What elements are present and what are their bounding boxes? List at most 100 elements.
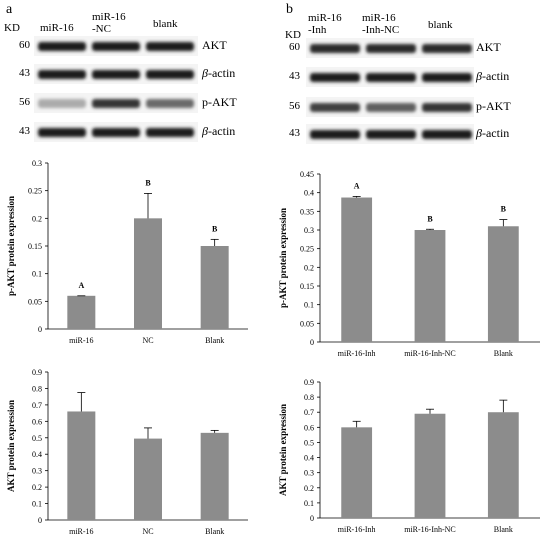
protein-label: AKT bbox=[202, 38, 227, 52]
y-tick-label: 0.4 bbox=[304, 189, 314, 198]
y-tick-label: 0 bbox=[38, 516, 42, 525]
y-tick-label: 0.2 bbox=[32, 483, 42, 492]
blot-band bbox=[38, 99, 86, 108]
x-tick-label: miR-16-Inh bbox=[338, 349, 376, 358]
panel-a-kd-label: KD bbox=[4, 22, 20, 34]
molecular-weight-label: 60 bbox=[19, 39, 30, 51]
blot-band bbox=[422, 103, 472, 112]
protein-label: β-actin bbox=[202, 66, 236, 80]
molecular-weight-label: 56 bbox=[289, 100, 300, 112]
significance-label: B bbox=[427, 214, 433, 223]
significance-label: A bbox=[354, 181, 360, 190]
chart-b-akt: 0 0.1 0.2 0.3 0.4 0.5 0.6 0.7 0.8 0.9 AKT protein … bbox=[278, 378, 540, 534]
blot-band bbox=[92, 70, 140, 79]
blot-band bbox=[146, 70, 194, 79]
blot-band bbox=[422, 44, 472, 53]
y-tick-label: 0.6 bbox=[304, 423, 314, 432]
blot-band bbox=[146, 128, 194, 137]
molecular-weight-label: 43 bbox=[289, 127, 300, 139]
blot-band bbox=[310, 73, 360, 82]
bar bbox=[67, 295, 96, 329]
y-axis-label: AKT protein expression bbox=[6, 400, 16, 492]
blot-band bbox=[366, 130, 416, 139]
protein-label: p-AKT bbox=[202, 95, 237, 109]
bar bbox=[67, 411, 96, 520]
panel-a-letter: a bbox=[6, 2, 13, 17]
bar bbox=[341, 427, 373, 518]
blot-band bbox=[146, 42, 194, 51]
blot-band bbox=[422, 130, 472, 139]
y-tick-label: 0.15 bbox=[300, 282, 314, 291]
x-tick-label: Blank bbox=[494, 525, 513, 534]
y-tick-label: 0.35 bbox=[300, 207, 314, 216]
blot-band bbox=[422, 73, 472, 82]
panel-a-lane-2: miR-16 -NC bbox=[92, 11, 126, 35]
x-tick-label: NC bbox=[142, 336, 153, 345]
blot-band bbox=[366, 44, 416, 53]
bar bbox=[134, 438, 162, 520]
protein-label: AKT bbox=[476, 40, 501, 54]
y-tick-label: 0.3 bbox=[32, 159, 42, 168]
panel-b-blot-image bbox=[306, 38, 474, 144]
panel-b-lane-1: miR-16 -Inh bbox=[308, 12, 342, 36]
bar bbox=[341, 197, 373, 342]
y-tick-label: 0.3 bbox=[32, 467, 42, 476]
blot-band bbox=[146, 99, 194, 108]
y-tick-label: 0.25 bbox=[28, 187, 42, 196]
y-tick-label: 0.5 bbox=[304, 438, 314, 447]
blot-band bbox=[310, 103, 360, 112]
x-tick-label: miR-16-Inh bbox=[338, 525, 376, 534]
significance-label: B bbox=[501, 205, 507, 214]
y-tick-label: 0.3 bbox=[304, 226, 314, 235]
protein-label: β-actin bbox=[202, 124, 236, 138]
y-axis-label: p-AKT protein expression bbox=[6, 196, 16, 296]
chart-a-akt: 0 0.1 0.2 0.3 0.4 0.5 0.6 0.7 0.8 0.9 AKT protein … bbox=[6, 368, 248, 536]
significance-label: B bbox=[212, 224, 218, 233]
y-tick-label: 0.05 bbox=[300, 319, 314, 328]
bar bbox=[414, 230, 446, 342]
y-tick-label: 0.7 bbox=[32, 401, 42, 410]
blot-band bbox=[92, 128, 140, 137]
panel-b-lane-3: blank bbox=[428, 19, 453, 31]
protein-label: p-AKT bbox=[476, 99, 511, 113]
x-tick-label: Blank bbox=[205, 336, 224, 345]
y-tick-label: 0.9 bbox=[304, 378, 314, 387]
molecular-weight-label: 60 bbox=[289, 41, 300, 53]
panel-b-lane-2: miR-16 -Inh-NC bbox=[362, 12, 400, 36]
y-tick-label: 0.05 bbox=[28, 297, 42, 306]
y-tick-label: 0 bbox=[310, 514, 314, 523]
x-tick-label: Blank bbox=[205, 527, 224, 536]
molecular-weight-label: 43 bbox=[19, 125, 30, 137]
bar bbox=[200, 432, 229, 520]
bar bbox=[200, 246, 229, 329]
x-tick-label: miR-16 bbox=[69, 527, 93, 536]
y-tick-label: 0 bbox=[310, 338, 314, 347]
y-tick-label: 0.25 bbox=[300, 245, 314, 254]
blot-band bbox=[92, 99, 140, 108]
y-tick-label: 0.2 bbox=[304, 263, 314, 272]
y-tick-label: 0.1 bbox=[32, 270, 42, 279]
significance-label: A bbox=[78, 281, 84, 290]
y-tick-label: 0.4 bbox=[304, 454, 314, 463]
y-tick-label: 0.8 bbox=[304, 393, 314, 402]
blot-band bbox=[38, 128, 86, 137]
protein-label: β-actin bbox=[476, 69, 510, 83]
bar bbox=[487, 412, 519, 518]
blot-band bbox=[366, 73, 416, 82]
blot-band bbox=[38, 42, 86, 51]
y-tick-label: 0.1 bbox=[304, 301, 314, 310]
chart-b-pakt: 0 0.05 0.1 0.15 0.2 0.25 0.3 0.35 0.4 0.45 p-AKT p… bbox=[278, 170, 540, 358]
y-tick-label: 0.3 bbox=[304, 469, 314, 478]
y-tick-label: 0.6 bbox=[32, 417, 42, 426]
chart-a-pakt: 0 0.05 0.1 0.15 0.2 0.25 0.3 p-AKT protein expr… bbox=[6, 159, 248, 345]
bar bbox=[414, 413, 446, 518]
blot-band bbox=[310, 130, 360, 139]
x-tick-label: miR-16-Inh-NC bbox=[404, 349, 456, 358]
panel-a-lane-3: blank bbox=[153, 18, 178, 30]
y-tick-label: 0.2 bbox=[32, 214, 42, 223]
bar bbox=[487, 226, 519, 342]
panel-a-blot-image bbox=[34, 36, 198, 142]
panel-b-letter: b bbox=[286, 2, 293, 17]
y-tick-label: 0.1 bbox=[304, 499, 314, 508]
x-tick-label: Blank bbox=[494, 349, 513, 358]
